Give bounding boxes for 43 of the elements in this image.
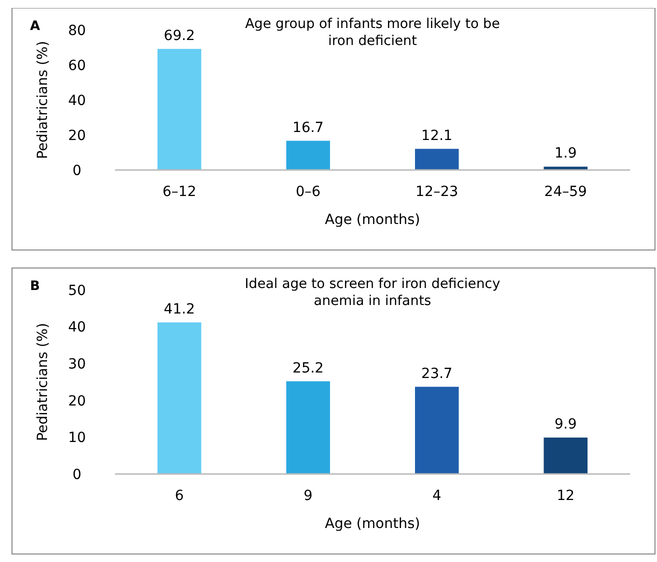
data-label: 12.1 <box>421 128 452 144</box>
y-tick-label: 20 <box>68 393 86 410</box>
data-label: 69.2 <box>164 28 195 44</box>
data-label: 41.2 <box>164 301 195 318</box>
bar <box>286 381 330 474</box>
y-tick-label: 40 <box>68 320 86 336</box>
data-label: 23.7 <box>421 366 452 382</box>
y-axis-title: Pediatricians (%) <box>35 322 51 442</box>
x-tick-label: 12 <box>556 488 575 504</box>
bar <box>157 48 202 170</box>
text: A <box>30 19 40 34</box>
y-axis-title: Pediatricians (%) <box>35 40 51 160</box>
y-tick-label: 60 <box>68 58 86 74</box>
y-tick-label: 50 <box>68 282 86 299</box>
bar <box>414 148 459 170</box>
bar <box>286 140 330 170</box>
y-tick-label: 30 <box>68 356 86 372</box>
x-axis-title: Age (months) <box>324 516 420 532</box>
data-label: 1.9 <box>554 146 577 162</box>
data-label: 9.9 <box>554 416 577 433</box>
x-tick-label: 12–23 <box>416 184 458 200</box>
y-tick-label: 10 <box>68 430 86 446</box>
x-tick-label: 6–12 <box>162 184 196 200</box>
x-tick-label: 4 <box>432 488 442 504</box>
bar <box>544 438 588 474</box>
x-tick-label: 0–6 <box>296 184 321 200</box>
chart-title: Ideal age to screen for iron deficiency anemia in infants <box>244 276 500 309</box>
bar <box>414 386 459 474</box>
data-label: 16.7 <box>292 120 324 136</box>
y-tick-label: 40 <box>68 92 86 109</box>
x-tick-label: 9 <box>304 488 313 504</box>
bar <box>157 322 202 474</box>
y-tick-label: 0 <box>72 162 82 179</box>
y-tick-label: 0 <box>72 466 82 483</box>
y-tick-label: 80 <box>68 22 86 39</box>
text: B <box>30 279 40 294</box>
y-tick-label: 20 <box>68 128 86 144</box>
x-tick-label: 6 <box>174 488 184 504</box>
bar <box>544 166 588 170</box>
chart-title: Age group of infants more likely to be iron deficient <box>245 16 500 49</box>
data-label: 25.2 <box>292 360 324 376</box>
x-tick-label: 24–59 <box>544 184 587 200</box>
x-axis-title: Age (months) <box>324 212 420 228</box>
